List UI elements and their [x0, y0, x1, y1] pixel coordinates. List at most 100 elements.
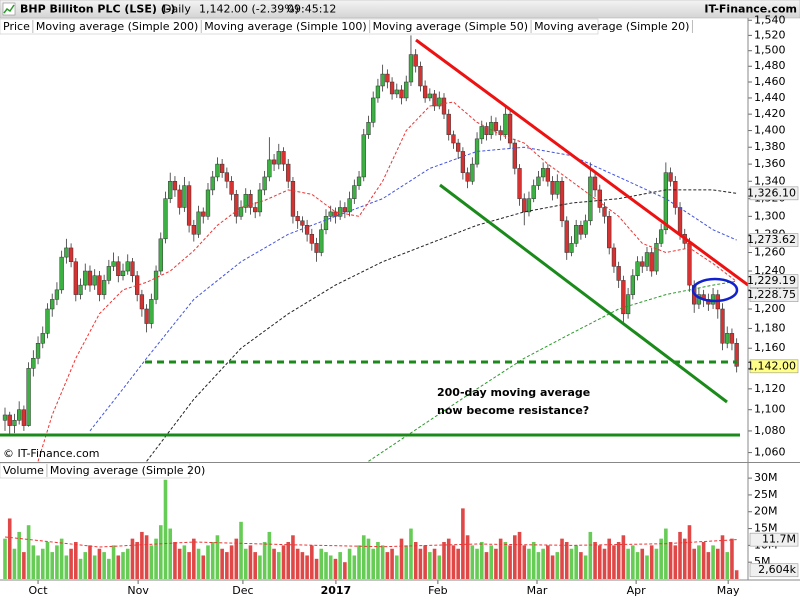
- candle-body: [394, 89, 399, 95]
- header-bar: [0, 0, 800, 19]
- legend-background: [0, 18, 599, 35]
- candle-body: [229, 181, 234, 195]
- candle-body: [177, 189, 182, 208]
- volume-bar: [720, 535, 725, 579]
- channel-trendline: [439, 183, 728, 404]
- candle-body: [673, 181, 678, 208]
- volume-bar: [583, 555, 588, 579]
- volume-bar: [338, 552, 342, 579]
- volume-bar: [149, 545, 154, 579]
- volume-bar: [78, 558, 83, 579]
- volume-bar: [343, 562, 347, 579]
- volume-bar: [404, 545, 409, 579]
- candle-body: [309, 234, 314, 244]
- volume-bar: [328, 555, 333, 579]
- volume-bar: [465, 535, 470, 579]
- volume-bar: [711, 545, 715, 579]
- y-tick-label: 1,380: [754, 140, 786, 153]
- candle-body: [540, 168, 546, 178]
- volume-bar: [621, 535, 626, 579]
- volume-bar: [668, 542, 673, 579]
- candle-body: [725, 333, 730, 344]
- volume-bar: [498, 538, 503, 579]
- legend-entry: Moving average (Simple 20): [50, 464, 205, 477]
- legend-entry: Moving average (Simple 200): [36, 20, 198, 33]
- volume-bar: [177, 548, 182, 579]
- volume-bar: [385, 552, 390, 579]
- candle-body: [262, 176, 267, 191]
- volume-bar: [399, 538, 404, 579]
- volume-bar: [555, 552, 560, 579]
- candle-body: [687, 243, 692, 286]
- volume-bar: [215, 535, 220, 579]
- volume-bar: [626, 548, 630, 579]
- volume-bar: [357, 545, 361, 579]
- volume-bar: [333, 558, 338, 579]
- candle-body: [342, 207, 348, 213]
- candle-body: [64, 247, 69, 258]
- candle-body: [83, 270, 88, 286]
- volume-bar: [168, 528, 173, 579]
- header-title: BHP Billiton PLC (LSE) (-): [20, 3, 175, 16]
- header-quote: 1,142.00 (-2.39%): [199, 3, 299, 16]
- volume-bar: [640, 548, 645, 579]
- volume-bar: [248, 545, 253, 579]
- volume-bar: [654, 548, 659, 579]
- candle-body: [710, 294, 716, 305]
- volume-bar: [253, 552, 257, 579]
- candle-body: [536, 176, 541, 186]
- candle-body: [97, 275, 102, 295]
- candle-body: [243, 194, 248, 208]
- volume-bar: [239, 521, 243, 579]
- value-box-label: 1,273.62: [747, 233, 796, 246]
- candle-body: [545, 168, 551, 182]
- candle-body: [616, 266, 621, 281]
- volume-bar: [182, 545, 187, 579]
- legend-entry: Price: [3, 20, 30, 33]
- moving-average-line: [146, 189, 737, 462]
- candle-body: [526, 198, 532, 213]
- candle-body: [191, 225, 196, 235]
- candle-body: [328, 211, 333, 217]
- candle-body: [168, 181, 173, 199]
- volume-bar: [635, 552, 640, 579]
- candle-body: [196, 211, 201, 235]
- volume-bar: [262, 542, 267, 579]
- candle-body: [507, 113, 513, 144]
- y-tick-label: 1,500: [754, 44, 786, 57]
- volume-bar: [187, 552, 191, 579]
- volume-bar: [229, 545, 234, 579]
- candle-body: [630, 275, 635, 295]
- volume-bar: [541, 548, 545, 579]
- volume-bar: [40, 548, 45, 579]
- y-tick-label: 1,260: [754, 246, 786, 259]
- candle-body: [493, 122, 499, 131]
- x-tick-label: Feb: [428, 584, 447, 597]
- volume-bar: [154, 538, 158, 579]
- candle-body: [54, 289, 60, 300]
- volume-bar: [602, 548, 607, 579]
- x-tick-label: Mar: [527, 584, 548, 597]
- volume-bar: [295, 548, 300, 579]
- y-tick-label: 1,200: [754, 302, 786, 315]
- volume-bar: [428, 552, 432, 579]
- volume-bar: [513, 535, 517, 579]
- volume-bar: [451, 545, 456, 579]
- y-tick-label: 1,060: [754, 446, 786, 459]
- candle-body: [276, 151, 281, 165]
- candle-body: [68, 247, 74, 262]
- volume-bar: [461, 508, 465, 579]
- value-box: [749, 532, 799, 547]
- candle-body: [422, 85, 428, 99]
- candle-body: [437, 97, 442, 107]
- candle-body: [663, 172, 669, 231]
- candle-body: [408, 54, 414, 83]
- volume-bar: [267, 531, 272, 579]
- volume-bar: [31, 545, 36, 579]
- volume-bar: [361, 535, 366, 579]
- candle-body: [45, 308, 50, 334]
- candle-body: [73, 261, 78, 295]
- candle-body: [644, 252, 650, 267]
- volume-bar: [324, 552, 328, 579]
